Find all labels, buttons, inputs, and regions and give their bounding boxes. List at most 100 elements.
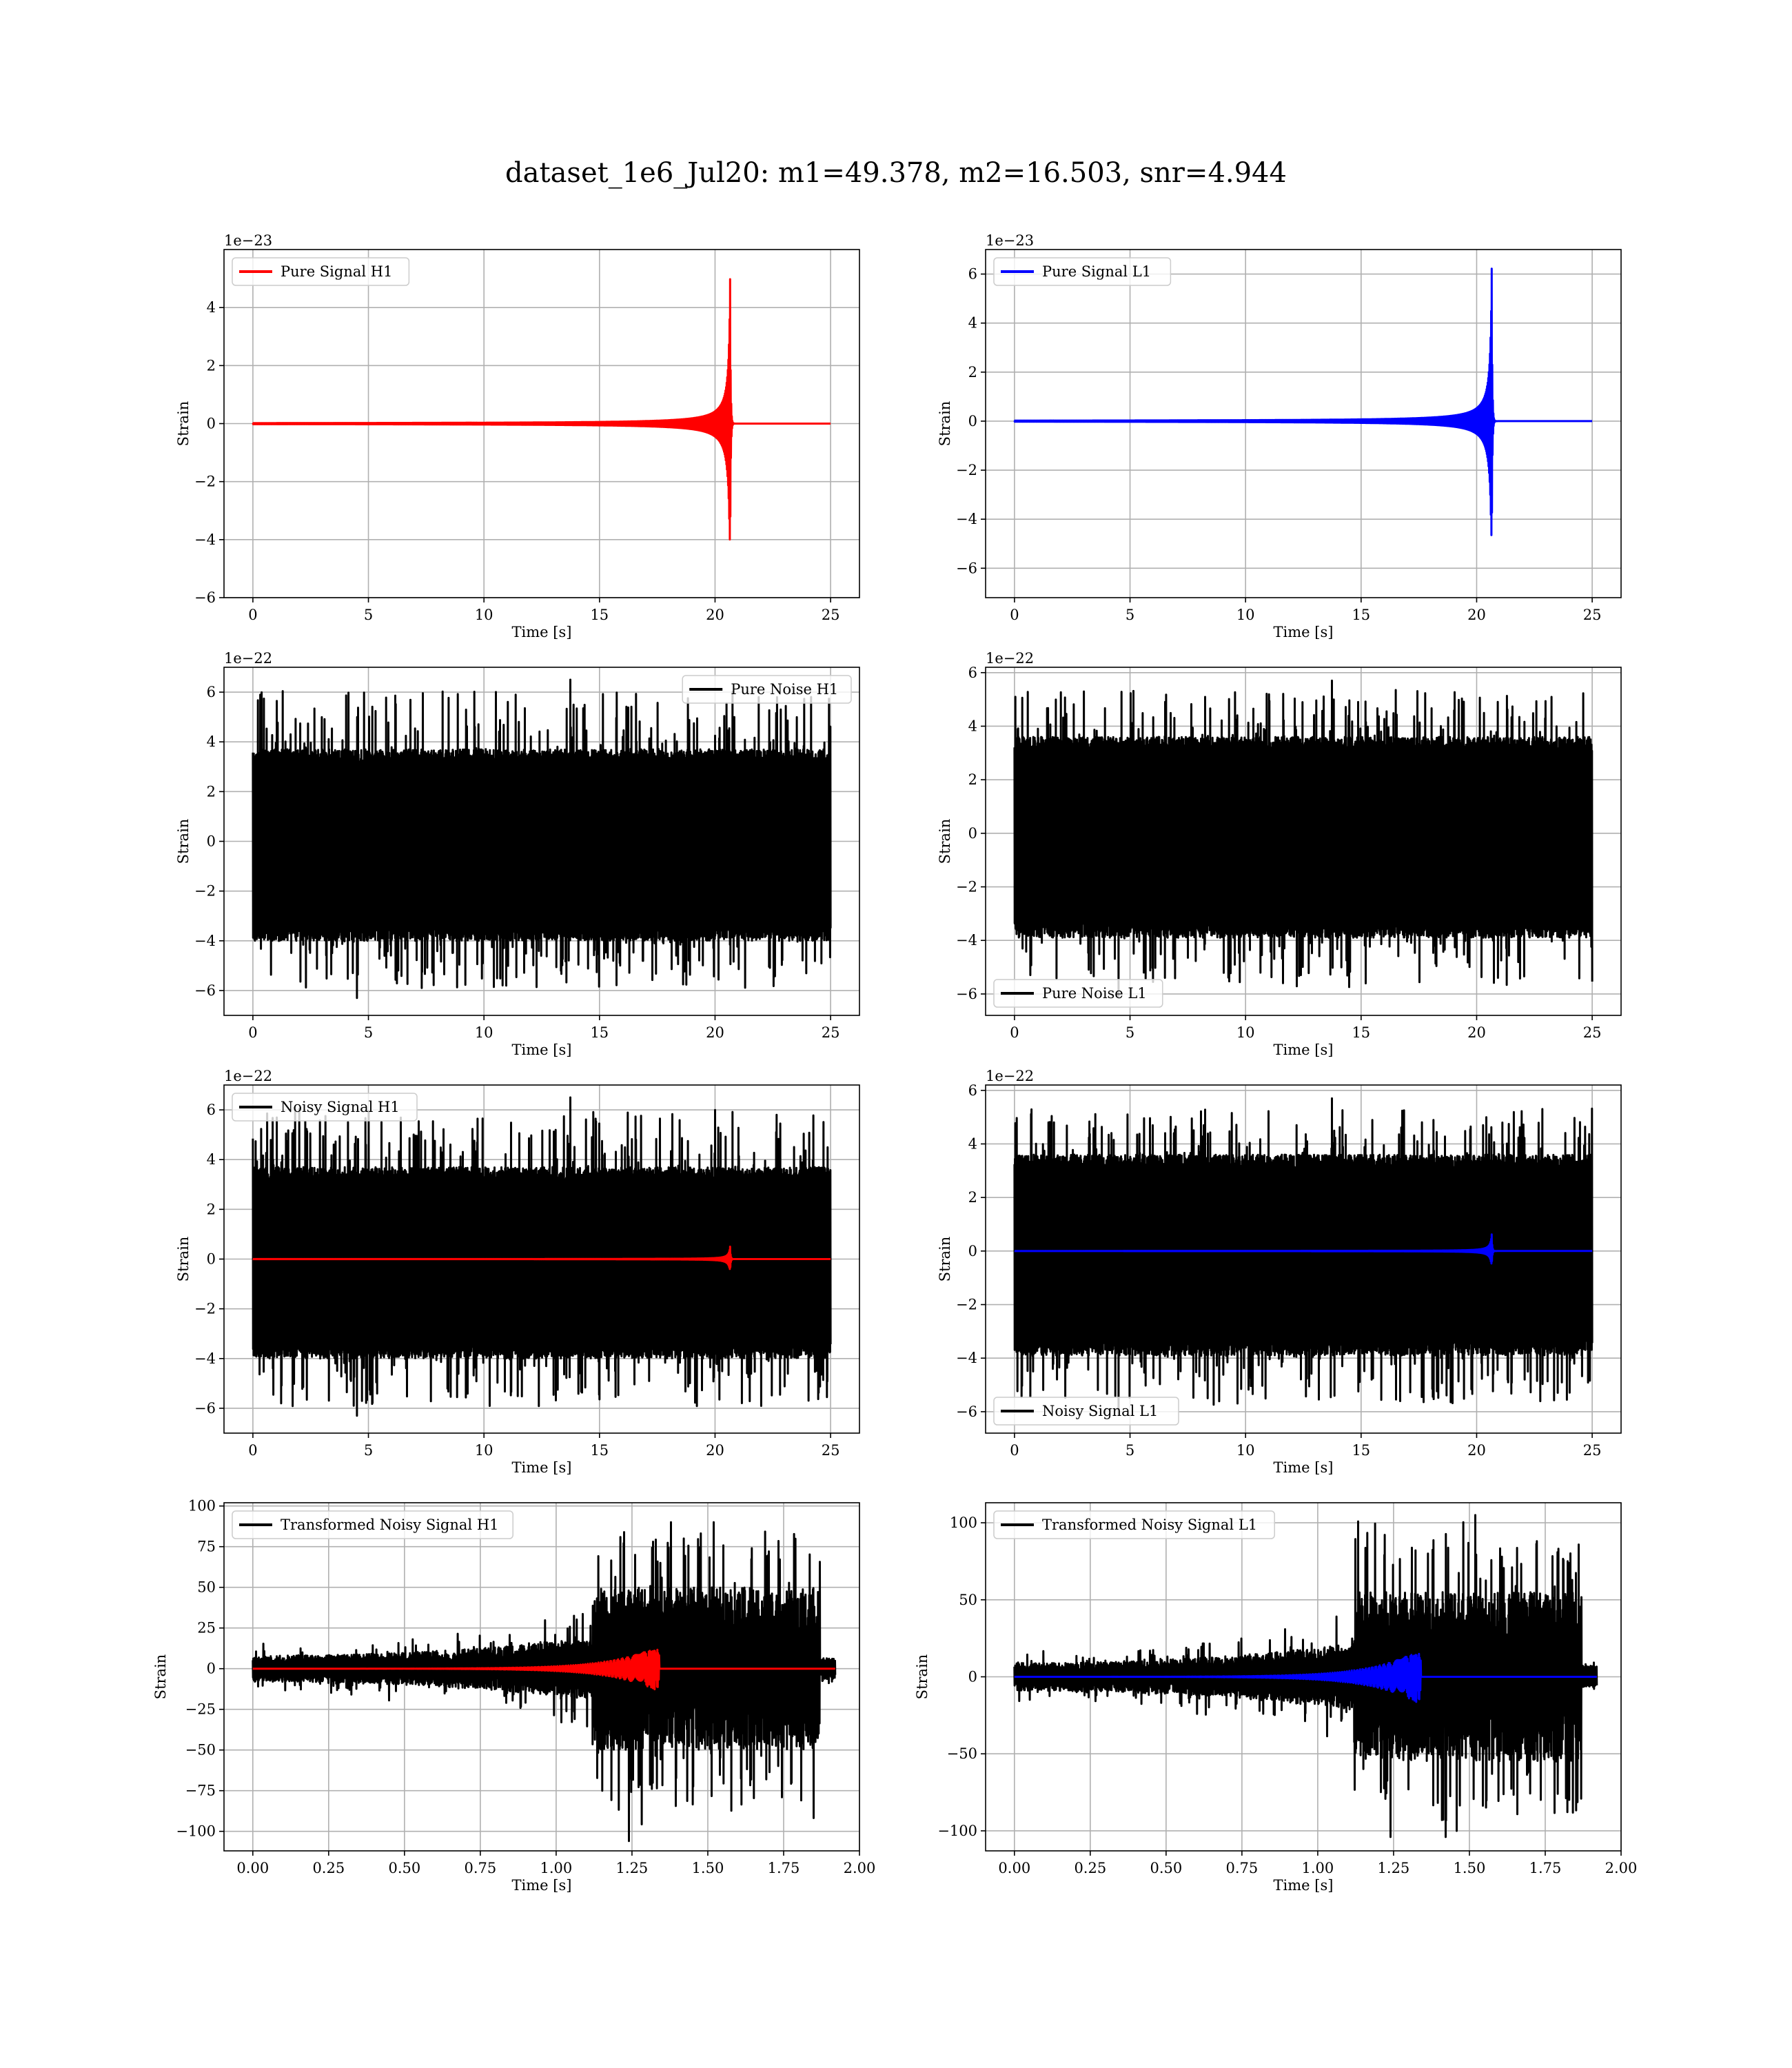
series-line-overlay	[1013, 1652, 1598, 1703]
subplot-noisy-signal-l1: 0 5 10 15 20 25 −6 −4 −2 0 2 4 6 Time [s] Strain 1e−22 N…	[937, 1068, 1622, 1476]
subplot-pure-signal-l1: 0 5 10 15 20 25 −6 −4 −2 0 2 4 6 Time [s] Strain 1e−23 P…	[937, 232, 1622, 640]
y-axis-label: Strain	[175, 1237, 192, 1282]
legend-label: Noisy Signal L1	[1042, 1403, 1158, 1419]
y-tick-label: 50	[959, 1592, 977, 1608]
x-tick-label: 10	[1236, 1442, 1255, 1459]
y-tick-label: −6	[956, 1403, 977, 1420]
y-tick-label: 0	[968, 825, 977, 842]
y-tick-label: 2	[968, 1189, 977, 1206]
y-tick-label: −6	[194, 982, 216, 999]
y-tick-label: 4	[207, 1151, 216, 1168]
y-tick-label: 6	[968, 266, 977, 283]
x-tick-label: 10	[475, 1442, 493, 1459]
x-tick-label: 0	[1010, 1024, 1019, 1041]
x-tick-label: 25	[1583, 1024, 1602, 1041]
y-tick-label: 0	[207, 1251, 216, 1268]
y-tick-label: 2	[207, 783, 216, 800]
series-line-primary	[1013, 267, 1594, 536]
x-tick-label: 0.25	[1074, 1860, 1106, 1876]
axis-offset-text: 1e−22	[224, 650, 272, 667]
y-tick-label: −4	[194, 933, 216, 949]
x-tick-label: 5	[364, 607, 373, 623]
y-tick-label: 0	[968, 1243, 977, 1259]
x-tick-label: 15	[590, 607, 609, 623]
x-tick-label: 0.75	[464, 1860, 496, 1876]
x-tick-label: 1.75	[1529, 1860, 1562, 1876]
x-tick-label: 15	[1352, 1442, 1370, 1459]
x-tick-label: 15	[1352, 607, 1370, 623]
y-tick-label: 6	[207, 684, 216, 700]
axis-offset-text: 1e−22	[986, 1068, 1034, 1084]
x-axis-label: Time [s]	[512, 1877, 572, 1894]
x-tick-label: 15	[1352, 1024, 1370, 1041]
subplot-pure-noise-l1: 0 5 10 15 20 25 −6 −4 −2 0 2 4 6 Time [s] Strain 1e−22 P…	[937, 650, 1622, 1058]
series-line-primary	[1013, 679, 1594, 998]
y-tick-label: −6	[956, 560, 977, 576]
y-tick-label: 0	[207, 833, 216, 850]
x-tick-label: 25	[822, 1442, 840, 1459]
x-tick-label: 10	[1236, 1024, 1255, 1041]
x-tick-label: 15	[590, 1024, 609, 1041]
y-tick-label: −75	[185, 1783, 216, 1799]
y-tick-label: −4	[956, 511, 977, 527]
series-group	[252, 678, 832, 1000]
legend-box	[232, 1510, 513, 1539]
legend-box	[232, 1093, 418, 1122]
legend: Noisy Signal L1	[993, 1397, 1179, 1426]
x-tick-label: 0.50	[388, 1860, 420, 1876]
x-tick-label: 5	[1126, 1024, 1134, 1041]
legend-label: Noisy Signal H1	[281, 1099, 400, 1115]
series-line-overlay	[1013, 1233, 1594, 1265]
y-axis-label: Strain	[914, 1654, 930, 1700]
legend: Pure Signal H1	[232, 257, 410, 286]
x-tick-label: 20	[706, 1024, 724, 1041]
x-axis-label: Time [s]	[512, 1042, 572, 1058]
y-tick-label: −6	[194, 1400, 216, 1417]
x-tick-label: 0.00	[998, 1860, 1030, 1876]
x-tick-label: 1.25	[1378, 1860, 1410, 1876]
x-tick-label: 0	[1010, 607, 1019, 623]
y-tick-label: −2	[194, 1301, 216, 1317]
series-line-overlay	[252, 1648, 836, 1691]
y-tick-label: −100	[176, 1823, 216, 1840]
figure-title: dataset_1e6_Jul20: m1=49.378, m2=16.503,…	[505, 157, 1287, 189]
x-tick-label: 0.25	[312, 1860, 345, 1876]
legend-box	[993, 1397, 1179, 1426]
y-tick-label: 4	[968, 718, 977, 734]
y-axis-label: Strain	[175, 401, 192, 447]
y-tick-label: 2	[968, 364, 977, 381]
y-tick-label: 6	[968, 1082, 977, 1099]
y-tick-label: 0	[968, 413, 977, 429]
series-group	[252, 1096, 832, 1417]
subplot-pure-signal-h1: 0 5 10 15 20 25 −6 −4 −2 0 2 4 Time [s] Strain 1e−23 Pu…	[175, 232, 860, 640]
legend: Transformed Noisy Signal L1	[993, 1510, 1275, 1539]
y-tick-label: 4	[207, 299, 216, 316]
x-tick-label: 15	[590, 1442, 609, 1459]
y-tick-label: −50	[185, 1742, 216, 1758]
y-tick-label: 75	[197, 1539, 216, 1555]
x-tick-label: 1.00	[540, 1860, 573, 1876]
x-tick-label: 10	[475, 1024, 493, 1041]
series-group	[1013, 267, 1594, 536]
y-tick-label: 0	[207, 1661, 216, 1677]
subplot-transformed-noisy-h1: 0.00 0.25 0.50 0.75 1.00 1.25 1.50 1.75 2.00 −100…	[152, 1498, 875, 1894]
series-group	[252, 278, 832, 541]
axes-frame	[985, 249, 1622, 598]
x-tick-label: 20	[706, 1442, 724, 1459]
y-tick-label: 4	[207, 733, 216, 750]
x-tick-label: 20	[706, 607, 724, 623]
axes-frame	[985, 1084, 1622, 1434]
y-tick-label: 0	[207, 416, 216, 432]
y-tick-label: 6	[968, 665, 977, 681]
legend-label: Pure Signal L1	[1042, 263, 1151, 280]
y-axis-label: Strain	[152, 1654, 169, 1700]
series-line-primary	[252, 1521, 837, 1843]
series-group	[1013, 679, 1594, 998]
x-tick-label: 0	[1010, 1442, 1019, 1459]
y-tick-label: 6	[207, 1102, 216, 1118]
y-tick-label: −4	[194, 531, 216, 548]
x-tick-label: 20	[1467, 1442, 1486, 1459]
x-axis-label: Time [s]	[1274, 624, 1334, 640]
y-tick-label: −100	[937, 1823, 977, 1839]
